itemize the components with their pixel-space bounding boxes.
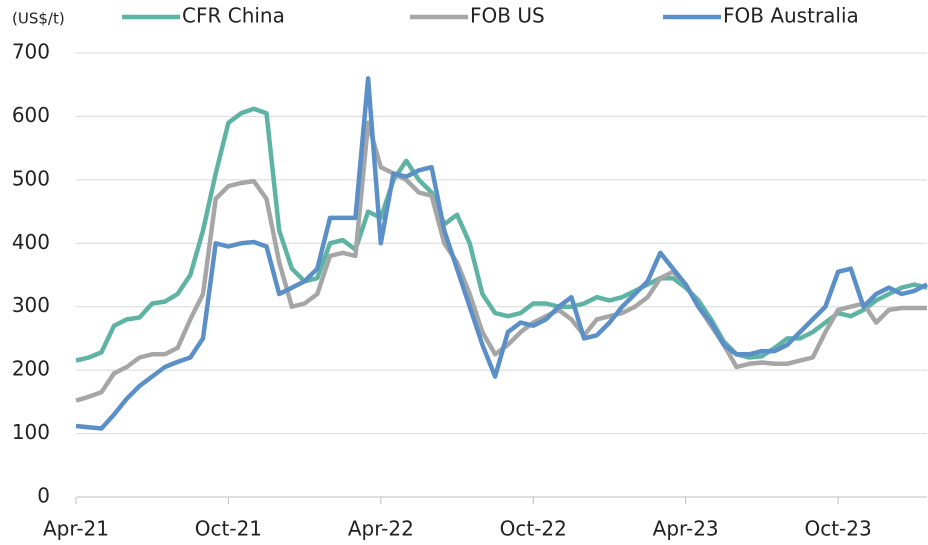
y-tick-label: 500 bbox=[12, 166, 50, 190]
y-tick-label: 100 bbox=[12, 420, 50, 444]
x-tick-label: Apr-23 bbox=[653, 517, 719, 541]
x-tick-label: Apr-21 bbox=[43, 517, 109, 541]
legend-label: FOB US bbox=[470, 4, 545, 28]
x-tick-label: Apr-22 bbox=[348, 517, 414, 541]
y-tick-label: 400 bbox=[12, 230, 50, 254]
x-tick-label: Oct-23 bbox=[804, 517, 871, 541]
legend-label: FOB Australia bbox=[723, 4, 859, 28]
y-axis-label: (US$/t) bbox=[12, 10, 65, 28]
x-tick-label: Oct-22 bbox=[500, 517, 567, 541]
series-line bbox=[75, 106, 928, 363]
series-line bbox=[75, 76, 928, 431]
x-tick-label: Oct-21 bbox=[195, 517, 262, 541]
legend-label: CFR China bbox=[182, 4, 285, 28]
y-tick-label: 0 bbox=[37, 484, 50, 508]
y-tick-label: 600 bbox=[12, 103, 50, 127]
y-tick-label: 300 bbox=[12, 293, 50, 317]
y-tick-label: 200 bbox=[12, 357, 50, 381]
y-tick-label: 700 bbox=[12, 40, 50, 64]
